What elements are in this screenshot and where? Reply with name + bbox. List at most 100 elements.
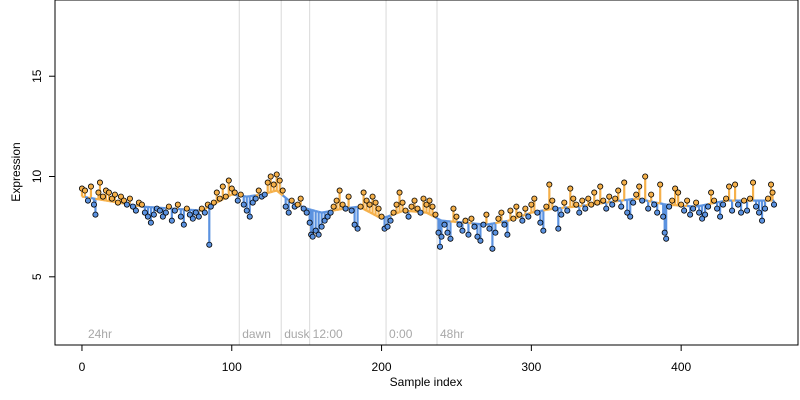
data-point (195, 213, 202, 220)
data-point (675, 189, 682, 196)
data-point (645, 205, 652, 212)
baseline-segment (81, 195, 86, 199)
x-axis-title: Sample index (390, 375, 463, 389)
x-tick-label: 200 (372, 360, 392, 374)
data-point (234, 197, 241, 204)
baseline-segment (105, 199, 110, 203)
baseline-segment (84, 195, 89, 199)
baseline-segment (701, 203, 706, 207)
data-point (528, 201, 535, 208)
baseline-segment (498, 220, 502, 224)
data-point (333, 197, 340, 204)
data-point (741, 197, 748, 204)
data-point (585, 195, 592, 202)
baseline-segment (333, 208, 337, 212)
data-point (672, 185, 679, 192)
data-point (558, 211, 565, 218)
data-point (600, 197, 607, 204)
data-point (606, 193, 613, 200)
data-point (489, 245, 496, 252)
data-point (150, 211, 157, 218)
baseline-segment (318, 210, 322, 214)
data-point (318, 223, 325, 230)
data-point (95, 189, 102, 196)
data-point (384, 223, 391, 230)
baseline-segment (285, 196, 290, 202)
data-point (114, 199, 121, 206)
data-point (579, 197, 586, 204)
data-point (237, 191, 244, 198)
data-point (402, 207, 409, 214)
data-point (453, 213, 460, 220)
data-point (444, 229, 451, 236)
phase-labels: 24hr dawn dusk 12:00 0:00 48hr (88, 327, 464, 341)
baseline-segment (321, 210, 325, 214)
baseline-segment (324, 210, 328, 214)
data-point (618, 203, 625, 210)
data-point (753, 203, 760, 210)
data-point (228, 185, 235, 192)
data-point (330, 203, 337, 210)
data-point (687, 211, 694, 218)
data-point (546, 181, 553, 188)
data-point (120, 197, 127, 204)
data-point (612, 195, 619, 202)
phase-label: dusk (284, 327, 310, 341)
data-point (378, 213, 385, 220)
data-point (771, 201, 778, 208)
baseline-segment (369, 211, 374, 215)
data-point (216, 195, 223, 202)
data-point (696, 209, 703, 216)
data-point (417, 209, 424, 216)
data-point (465, 231, 472, 238)
data-point (441, 221, 448, 228)
data-point (189, 215, 196, 222)
data-point (297, 195, 304, 202)
data-point (408, 203, 415, 210)
data-point (486, 225, 493, 232)
data-point (591, 189, 598, 196)
baseline-segment (282, 194, 287, 199)
plot-frame (54, 0, 799, 346)
data-point (81, 187, 88, 194)
data-point (507, 207, 514, 214)
data-point (357, 203, 364, 210)
data-point (351, 221, 358, 228)
baseline-segment (504, 219, 508, 223)
data-point (651, 201, 658, 208)
data-point (132, 207, 139, 214)
data-point (630, 199, 637, 206)
baseline-segment (396, 211, 400, 215)
x-tick-label: 400 (671, 360, 691, 374)
data-point (249, 199, 256, 206)
baseline-segment (387, 214, 391, 218)
data-point (648, 191, 655, 198)
data-point (432, 211, 439, 218)
data-point (84, 197, 91, 204)
data-point (699, 215, 706, 222)
data-point (471, 223, 478, 230)
data-point (372, 199, 379, 206)
data-points (78, 171, 778, 252)
data-point (633, 191, 640, 198)
baseline-segment (437, 218, 441, 221)
data-point (483, 211, 490, 218)
data-point (723, 195, 730, 202)
data-point (321, 217, 328, 224)
phase-label: 48hr (440, 327, 464, 341)
data-point (744, 207, 751, 214)
baseline-segment (549, 207, 553, 211)
data-point (207, 203, 214, 210)
data-point (309, 233, 316, 240)
data-point (531, 195, 538, 202)
data-point (756, 209, 763, 216)
baseline-segment (273, 189, 277, 193)
data-point (660, 213, 667, 220)
data-point (474, 233, 481, 240)
data-point (513, 203, 520, 210)
data-point (690, 205, 697, 212)
data-point (726, 183, 733, 190)
data-point (747, 195, 754, 202)
data-point (243, 207, 250, 214)
data-point (279, 187, 286, 194)
